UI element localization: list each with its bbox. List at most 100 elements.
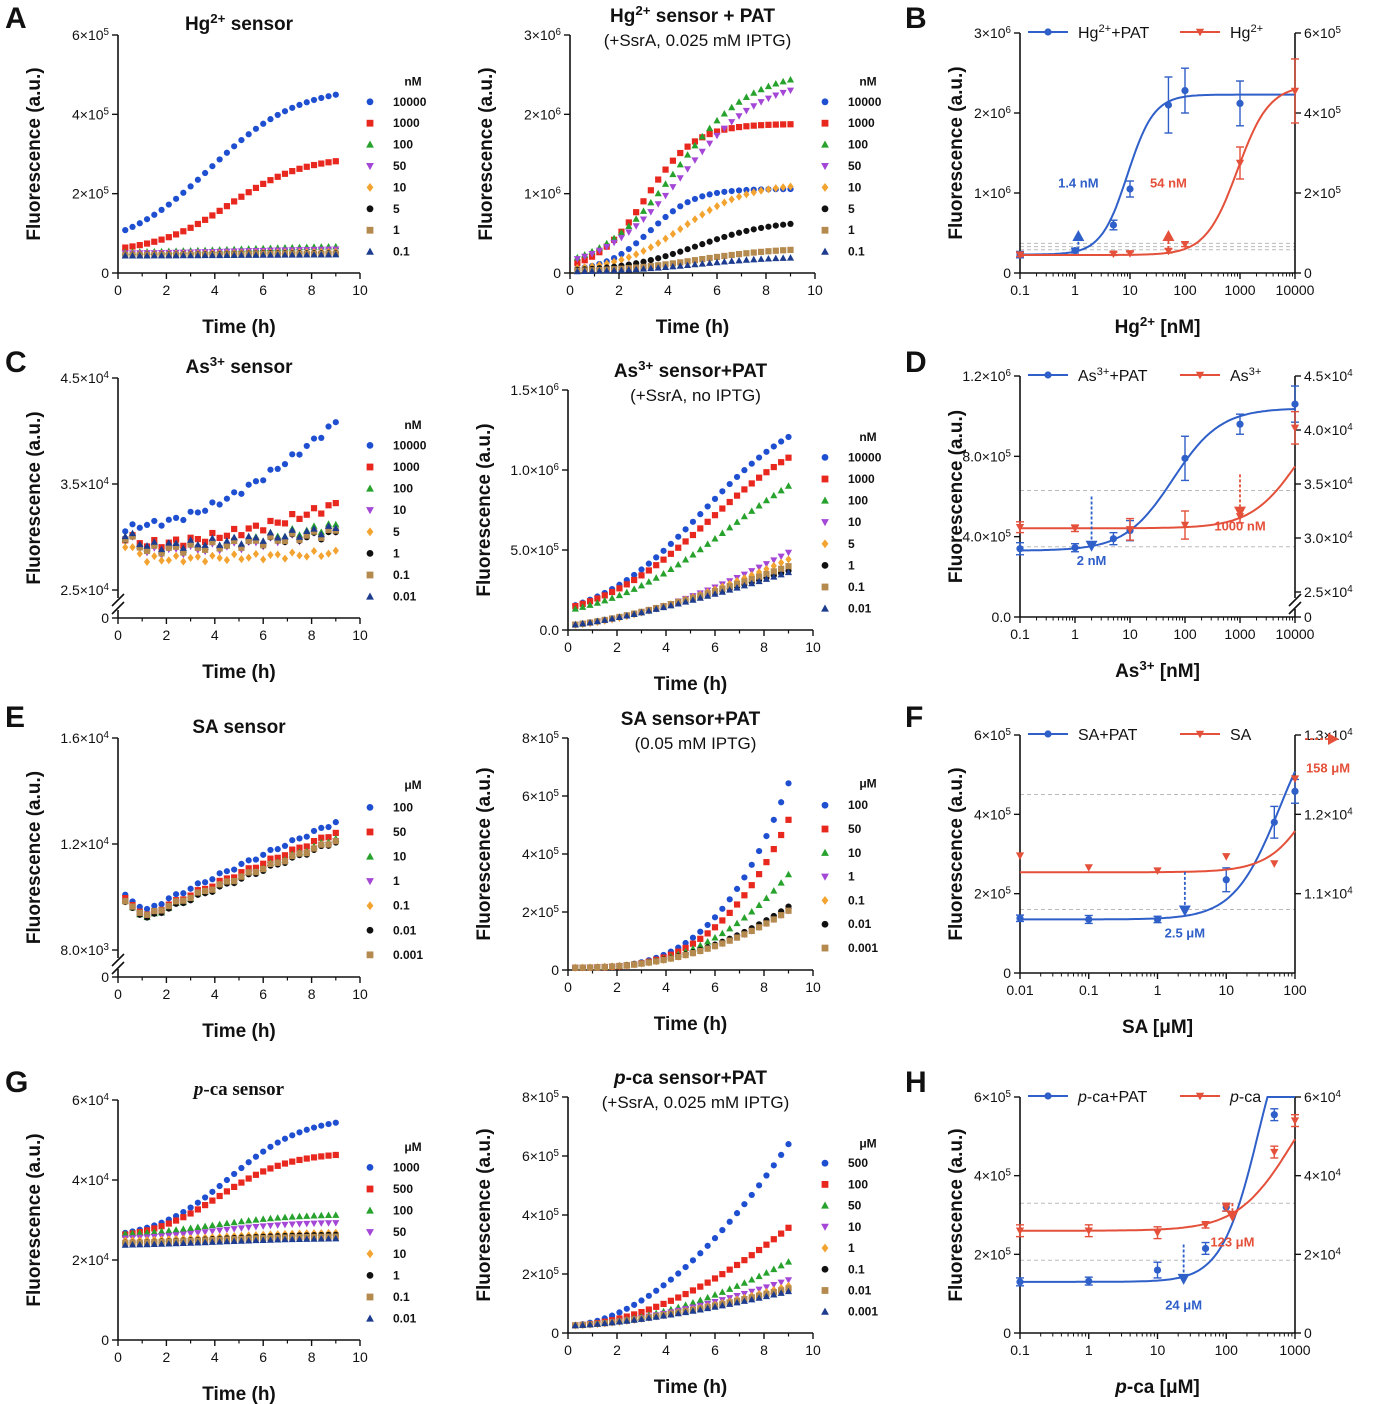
data-point <box>750 89 758 96</box>
data-point <box>289 548 296 557</box>
data-point <box>158 901 165 908</box>
data-point <box>187 508 194 515</box>
x-tick-label: 10 <box>807 282 823 298</box>
data-point <box>165 234 172 241</box>
x-tick-label: 1 <box>1071 282 1079 298</box>
data-point <box>689 596 697 603</box>
data-point <box>765 121 772 128</box>
legend-marker <box>366 1272 374 1279</box>
legend-marker <box>366 98 374 106</box>
data-point <box>742 107 750 115</box>
y-tick-label: 2×105 <box>974 885 1012 902</box>
data-point <box>786 87 795 95</box>
data-point <box>750 188 757 197</box>
data-point <box>748 480 755 487</box>
panel-letter: B <box>905 2 927 35</box>
data-point <box>230 533 238 541</box>
data-point <box>667 601 675 609</box>
data-point <box>638 1308 645 1316</box>
data-point <box>581 267 589 275</box>
data-point <box>231 550 238 559</box>
data-point <box>653 562 660 569</box>
data-point <box>778 831 785 839</box>
data-point <box>223 1226 231 1234</box>
data-point <box>317 250 325 258</box>
data-point <box>735 229 743 236</box>
data-point <box>267 533 274 540</box>
data-point <box>165 201 172 208</box>
data-point <box>772 92 780 100</box>
legend-label: 10 <box>393 850 407 864</box>
data-point <box>735 123 743 131</box>
legend-label: 1 <box>393 546 400 560</box>
data-point <box>653 554 660 561</box>
data-point <box>216 207 223 214</box>
data-point <box>194 544 201 551</box>
legend-marker <box>821 848 829 856</box>
legend-marker <box>821 140 829 148</box>
data-point <box>172 543 180 550</box>
data-point <box>691 195 699 203</box>
panel-letter: A <box>5 2 27 35</box>
y2-tick-label: 6×104 <box>1304 1089 1342 1106</box>
series-0.01 <box>571 568 793 628</box>
data-point <box>180 1214 187 1221</box>
y2-tick-label: 1.2×104 <box>1304 806 1353 823</box>
data-point <box>676 262 684 269</box>
data-point <box>770 816 777 823</box>
data-point <box>179 251 187 259</box>
data-point <box>194 1230 202 1237</box>
data-point <box>238 544 245 551</box>
data-point <box>230 1226 238 1233</box>
data-point <box>289 837 296 844</box>
x-tick-label: 100 <box>1283 982 1307 998</box>
data-point <box>259 537 267 544</box>
annotation-label: 2.5 μM <box>1165 925 1205 940</box>
data-point <box>158 522 165 529</box>
fit-curve <box>1019 93 1295 256</box>
data-point <box>209 551 216 560</box>
data-point <box>1164 247 1173 256</box>
data-point <box>623 1305 630 1312</box>
data-point <box>318 834 325 841</box>
data-point <box>682 538 689 545</box>
data-point <box>1181 454 1189 462</box>
legend-label: 500 <box>393 1182 413 1196</box>
data-point <box>288 1235 296 1243</box>
data-point <box>281 170 289 177</box>
data-point <box>223 532 230 539</box>
data-point <box>675 953 682 960</box>
legend-label: 50 <box>393 1225 407 1239</box>
x-tick-label: 8 <box>760 639 768 655</box>
legend-marker <box>366 1164 374 1171</box>
data-point <box>296 101 303 108</box>
data-point <box>778 565 785 572</box>
data-point <box>303 1235 311 1242</box>
data-point <box>667 955 674 962</box>
data-point <box>179 1225 187 1232</box>
data-point <box>208 1221 216 1229</box>
legend-marker <box>366 926 374 934</box>
data-point <box>756 454 763 461</box>
legend-label: As3++PAT <box>1078 366 1148 385</box>
data-point <box>786 254 795 261</box>
data-point <box>158 1223 165 1230</box>
data-point <box>129 243 136 250</box>
legend-marker <box>821 1201 829 1209</box>
data-point <box>787 220 794 227</box>
annotation: 24 μM <box>1165 1244 1202 1312</box>
data-point <box>704 1293 712 1301</box>
data-point <box>238 1164 245 1172</box>
data-point <box>128 1229 137 1237</box>
data-point <box>697 1250 704 1257</box>
legend-marker <box>366 119 374 127</box>
panel-C_right: 0 2 4 6 8 10 0.0 5.0×105 1.0×106 1.5×106 Time (h) F… <box>474 358 882 696</box>
data-point <box>586 601 594 608</box>
legend-unit: nM <box>404 75 421 89</box>
data-point <box>260 860 267 867</box>
data-point <box>317 1211 325 1219</box>
legend-label: 10000 <box>848 450 882 464</box>
data-point <box>157 545 166 553</box>
series-1000 <box>122 1119 339 1236</box>
data-point <box>325 549 332 558</box>
